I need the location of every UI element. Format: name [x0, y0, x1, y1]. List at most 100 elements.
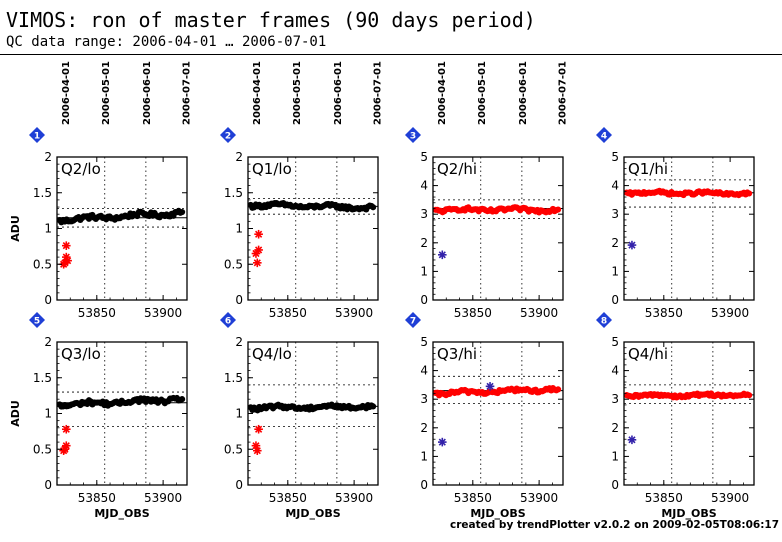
panel-label: Q2/lo — [61, 160, 101, 178]
outlier-star — [63, 256, 72, 265]
data-point — [369, 204, 377, 211]
y-tick-label: 1 — [611, 449, 619, 463]
panel-1: 1 0 0.5 1 1.5 2 53850 53900 Q2/lo ADU 2006-04-01 20… — [9, 61, 193, 320]
plot-frame — [247, 156, 379, 301]
panel-number-badge-icon — [596, 312, 612, 328]
x-tick-label: 53900 — [144, 306, 182, 320]
date-tick-label: 2006-05-01 — [292, 61, 303, 125]
panel-number: 3 — [410, 132, 416, 142]
outlier-star — [252, 258, 262, 268]
y-tick-label: 3 — [420, 392, 428, 406]
y-tick-label: 2 — [420, 421, 428, 435]
y-tick-label: 5 — [611, 150, 619, 164]
date-tick-label: 2006-05-01 — [477, 61, 488, 125]
plot-frame — [432, 156, 564, 301]
y-tick-label: 3 — [611, 392, 619, 406]
outlier-star — [254, 424, 263, 434]
y-tick-label: 5 — [420, 150, 428, 164]
y-tick-label: 0 — [235, 478, 243, 492]
data-point — [554, 386, 562, 393]
panel-5: 5 0 0.5 1 1.5 2 53850 53900 Q3/lo ADU MJD_OBS — [9, 312, 188, 520]
y-tick-label: 0 — [611, 478, 619, 492]
y-tick-label: 2 — [420, 236, 428, 250]
x-tick-label: 53850 — [645, 306, 683, 320]
x-tick-label: 53850 — [454, 306, 492, 320]
panel-number: 8 — [601, 317, 607, 327]
y-tick-label: 0 — [235, 293, 243, 307]
panel-label: Q3/lo — [61, 345, 101, 363]
y-tick-label: 1 — [420, 264, 428, 278]
x-tick-label: 53900 — [711, 306, 749, 320]
panel-number: 2 — [225, 132, 231, 142]
y-tick-label: 1 — [44, 222, 52, 236]
panel-2: 2 0 0.5 1 1.5 2 53850 53900 Q1/lo 2006-04-01 2006-… — [220, 61, 384, 320]
x-tick-label: 53900 — [335, 306, 373, 320]
y-tick-label: 4 — [420, 364, 428, 378]
panel-number: 7 — [410, 317, 416, 327]
y-tick-label: 4 — [611, 179, 619, 193]
outlier-star — [254, 229, 263, 239]
date-tick-label: 2006-07-01 — [373, 61, 384, 125]
y-tick-label: 2 — [611, 421, 619, 435]
date-tick-label: 2006-06-01 — [518, 61, 529, 125]
x-tick-label: 53900 — [520, 306, 558, 320]
y-tick-label: 0 — [611, 293, 619, 307]
y-tick-label: 2 — [44, 150, 52, 164]
panel-number-badge-icon — [29, 127, 45, 143]
panel-number: 1 — [34, 132, 40, 142]
outlier-star — [437, 437, 447, 447]
panel-3: 3 0 1 2 3 4 5 53850 53900 Q2/hi 2006-04-01 2006-05-… — [405, 61, 569, 320]
y-tick-label: 0.5 — [224, 257, 243, 271]
panel-number: 5 — [34, 317, 40, 327]
y-tick-label: 1.5 — [33, 371, 52, 385]
y-tick-label: 0 — [420, 293, 428, 307]
y-tick-label: 0 — [44, 293, 52, 307]
plot-frame — [432, 341, 564, 486]
panel-8: 8 0 1 2 3 4 5 53850 53900 Q4/hi MJD_OBS — [596, 312, 755, 520]
y-tick-label: 3 — [611, 207, 619, 221]
panel-label: Q3/hi — [437, 345, 477, 363]
panel-7: 7 0 1 2 3 4 5 53850 53900 Q3/hi MJD_OBS — [405, 312, 564, 520]
plot-frame — [623, 156, 755, 301]
x-axis-label: MJD_OBS — [470, 507, 525, 520]
plot-frame — [56, 341, 188, 486]
plot-frame — [56, 156, 188, 301]
x-tick-label: 53900 — [335, 491, 373, 505]
x-axis-label: MJD_OBS — [94, 507, 149, 520]
data-point — [178, 208, 186, 216]
data-point — [745, 190, 753, 197]
panel-label: Q4/hi — [628, 345, 668, 363]
y-tick-label: 0 — [44, 478, 52, 492]
x-tick-label: 53850 — [269, 491, 307, 505]
outlier-star — [254, 245, 263, 255]
panel-number-badge-icon — [405, 127, 421, 143]
y-tick-label: 4 — [420, 179, 428, 193]
x-tick-label: 53850 — [78, 306, 116, 320]
date-tick-label: 2006-04-01 — [252, 61, 263, 125]
date-tick-label: 2006-06-01 — [333, 61, 344, 125]
data-point — [554, 206, 562, 213]
panel-6: 6 0 0.5 1 1.5 2 53850 53900 Q4/lo MJD_OBS — [220, 312, 379, 520]
panel-number: 4 — [601, 132, 607, 142]
date-tick-label: 2006-05-01 — [101, 61, 112, 125]
title-divider — [0, 54, 782, 55]
plot-frame — [247, 341, 379, 486]
outlier-star — [627, 240, 637, 250]
y-tick-label: 2 — [611, 236, 619, 250]
y-tick-label: 2 — [44, 335, 52, 349]
plot-frame — [623, 341, 755, 486]
date-tick-label: 2006-04-01 — [437, 61, 448, 125]
outlier-star — [61, 424, 71, 434]
y-tick-label: 3 — [420, 207, 428, 221]
page-title: VIMOS: ron of master frames (90 days per… — [6, 8, 536, 32]
y-tick-label: 1 — [44, 407, 52, 421]
y-tick-label: 1 — [420, 449, 428, 463]
x-tick-label: 53850 — [269, 306, 307, 320]
outlier-star — [251, 441, 261, 450]
outlier-star — [485, 382, 495, 391]
y-tick-label: 5 — [611, 335, 619, 349]
outlier-star — [437, 250, 447, 260]
y-tick-label: 1.5 — [224, 371, 243, 385]
